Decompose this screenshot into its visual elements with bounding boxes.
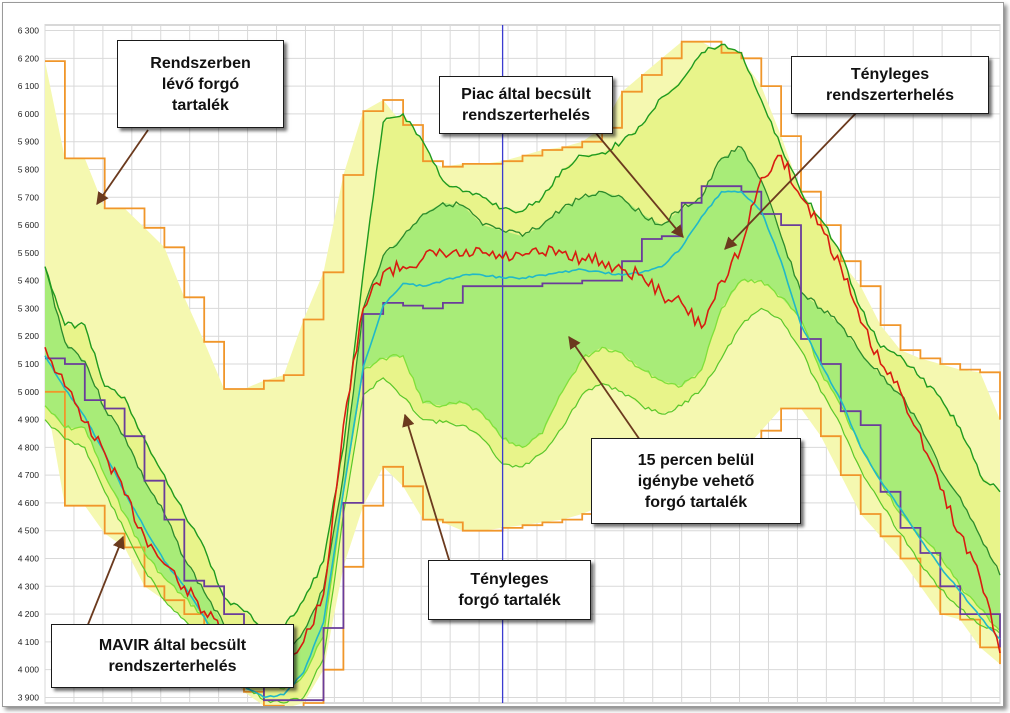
y-tick-label: 4 600: [18, 498, 40, 508]
y-tick-label: 5 700: [18, 192, 40, 202]
annotation-arrow: [594, 131, 684, 238]
load-chart: 3 900 4 000 4 100 4 200 4 300 4 400 4 500 4 600…: [18, 24, 1001, 706]
y-tick-label: 6 300: [18, 26, 40, 36]
y-tick-label: 5 400: [18, 276, 40, 286]
upper-band-line: [44, 43, 1001, 631]
y-tick-label: 4 500: [18, 526, 40, 536]
annotation-market-forecast: Piac által becsült rendszerterhelés: [439, 76, 613, 134]
mavir-forecast-line: [44, 190, 1001, 699]
y-tick-label: 5 600: [18, 220, 40, 230]
y-tick-label: 4 200: [18, 609, 40, 619]
annotation-15min-reserve: 15 percen belül igénybe vehető forgó tar…: [591, 438, 801, 524]
y-tick-label: 5 300: [18, 303, 40, 313]
annotation-spinning-reserve: Rendszerben lévő forgó tartalék: [117, 40, 284, 128]
y-tick-label: 4 400: [18, 554, 40, 564]
y-tick-label: 5 100: [18, 359, 40, 369]
y-tick-label: 4 800: [18, 442, 40, 452]
mid-band-line: [44, 145, 1001, 657]
actual-load-line: [44, 154, 1001, 687]
y-tick-label: 5 500: [18, 248, 40, 258]
y-tick-label: 4 900: [18, 415, 40, 425]
y-tick-label: 6 000: [18, 109, 40, 119]
y-tick-label: 5 000: [18, 387, 40, 397]
inner-reserve-band: [45, 147, 1000, 690]
y-tick-label: 5 200: [18, 331, 40, 341]
annotation-actual-reserve: Tényleges forgó tartalék: [428, 560, 591, 620]
y-tick-label: 3 900: [18, 692, 40, 702]
y-tick-label: 5 900: [18, 137, 40, 147]
y-tick-label: 4 000: [18, 665, 40, 675]
y-tick-label: 6 100: [18, 81, 40, 91]
annotation-mavir-forecast: MAVIR által becsült rendszerterhelés: [51, 624, 294, 688]
market-forecast-line: [45, 185, 1001, 702]
annotation-arrow: [568, 335, 641, 441]
annotation-actual-load: Tényleges rendszerterhelés: [791, 56, 989, 114]
y-tick-label: 4 100: [18, 637, 40, 647]
y-tick-label: 4 300: [18, 581, 40, 591]
annotation-arrow: [86, 535, 125, 628]
upper-bound-line: [45, 40, 1001, 420]
y-tick-label: 5 800: [18, 164, 40, 174]
annotation-arrow: [724, 110, 859, 250]
annotation-arrow: [402, 413, 451, 564]
y-tick-label: 4 700: [18, 470, 40, 480]
y-tick-label: 6 200: [18, 53, 40, 63]
annotation-arrow: [96, 129, 149, 206]
